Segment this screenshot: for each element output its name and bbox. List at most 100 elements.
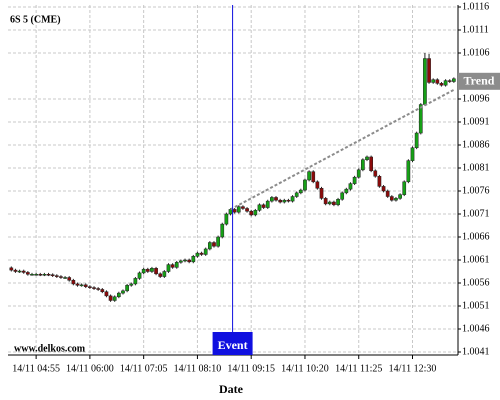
event-label: Event	[218, 338, 248, 352]
candle-body	[418, 104, 423, 134]
x-tick-label: 14/11 10:20	[281, 363, 329, 374]
candle-body	[327, 201, 332, 205]
candle-body	[381, 186, 386, 192]
y-tick-label: 1.0111	[462, 24, 489, 35]
candle-body	[166, 264, 171, 272]
candle-body	[42, 274, 47, 276]
candle-body	[63, 277, 67, 279]
candle-body	[191, 256, 196, 263]
candle-body	[344, 188, 349, 194]
candle-body	[447, 80, 452, 82]
candle-body	[46, 274, 51, 276]
candle-body	[261, 204, 266, 208]
candle-body	[79, 284, 84, 287]
candle-body	[174, 262, 179, 268]
candle-body	[394, 198, 398, 201]
candle-body	[158, 273, 163, 277]
candle-body	[179, 260, 183, 263]
candle-body	[402, 181, 407, 195]
candle-body	[332, 201, 336, 206]
trend-label: Trend	[464, 74, 495, 88]
y-tick-label: 1.0051	[462, 300, 490, 311]
candle-body	[54, 275, 59, 277]
candle-body	[212, 242, 216, 247]
candle-body	[249, 210, 254, 216]
candle-body	[121, 290, 125, 294]
x-tick-label: 14/11 09:15	[227, 363, 275, 374]
candle-body	[348, 183, 353, 190]
candle-body	[75, 283, 80, 286]
candle-body	[443, 80, 448, 86]
candle-body	[30, 274, 34, 276]
y-tick-label: 1.0091	[462, 116, 490, 127]
x-tick-label: 14/11 06:00	[66, 363, 114, 374]
candle-body	[195, 252, 200, 257]
watermark: www.delkos.com	[14, 343, 86, 354]
candle-body	[26, 272, 30, 275]
candle-body	[59, 276, 63, 278]
candle-body	[96, 288, 101, 290]
y-tick-label: 1.0046	[462, 323, 490, 334]
candle-body	[228, 209, 233, 215]
candle-body	[439, 83, 444, 86]
candle-body	[315, 181, 320, 189]
candle-body	[203, 248, 208, 255]
y-tick-label: 1.0106	[462, 47, 490, 58]
candle-body	[427, 58, 431, 83]
candle-body	[220, 223, 225, 238]
candle-body	[369, 156, 373, 172]
candle-body	[137, 272, 142, 279]
candle-body	[34, 274, 38, 276]
candle-body	[154, 268, 158, 275]
candle-body	[365, 156, 369, 160]
candle-body	[336, 199, 340, 206]
candle-body	[207, 242, 212, 250]
candle-body	[423, 58, 427, 105]
candle-body	[323, 198, 328, 205]
candle-body	[83, 284, 88, 287]
candle-body	[88, 286, 92, 288]
candle-body	[257, 204, 262, 211]
candle-body	[298, 189, 303, 194]
candle-body	[311, 171, 316, 183]
candle-body	[236, 206, 241, 213]
candle-body	[294, 192, 299, 197]
candle-body	[108, 295, 113, 301]
y-tick-label: 1.0076	[462, 185, 490, 196]
y-tick-label: 1.0096	[462, 93, 490, 104]
chart-title: 6S 5 (CME)	[10, 14, 61, 25]
candle-body	[398, 194, 402, 199]
event-label-box	[212, 332, 253, 355]
x-tick-label: 14/11 12:30	[389, 363, 437, 374]
candle-body	[17, 270, 22, 273]
candle-body	[187, 259, 192, 263]
candle-body	[100, 289, 105, 292]
candle-body	[9, 267, 14, 271]
x-axis-title: Date	[219, 382, 244, 396]
candle-body	[274, 197, 278, 201]
y-tick-label: 1.0081	[462, 162, 490, 173]
candle-body	[286, 199, 291, 202]
candle-body	[406, 160, 411, 183]
x-tick-label: 14/11 11:25	[335, 363, 382, 374]
candle-body	[199, 252, 204, 255]
candle-body	[241, 206, 245, 209]
candle-body	[162, 271, 167, 277]
candle-body	[253, 210, 258, 216]
candle-body	[373, 170, 378, 177]
candle-body	[216, 236, 220, 247]
candle-body	[232, 209, 237, 213]
candle-body	[170, 264, 175, 268]
candle-body	[303, 179, 307, 191]
candle-body	[92, 287, 96, 289]
candle-body	[104, 291, 109, 297]
candle-body	[141, 268, 146, 274]
candle-body	[377, 176, 382, 187]
candle-body	[361, 159, 365, 171]
candle-body	[183, 259, 187, 262]
candle-body	[356, 169, 361, 178]
candle-body	[352, 176, 357, 184]
candle-body	[13, 269, 18, 272]
candle-body	[21, 270, 26, 273]
candle-body	[224, 213, 229, 225]
